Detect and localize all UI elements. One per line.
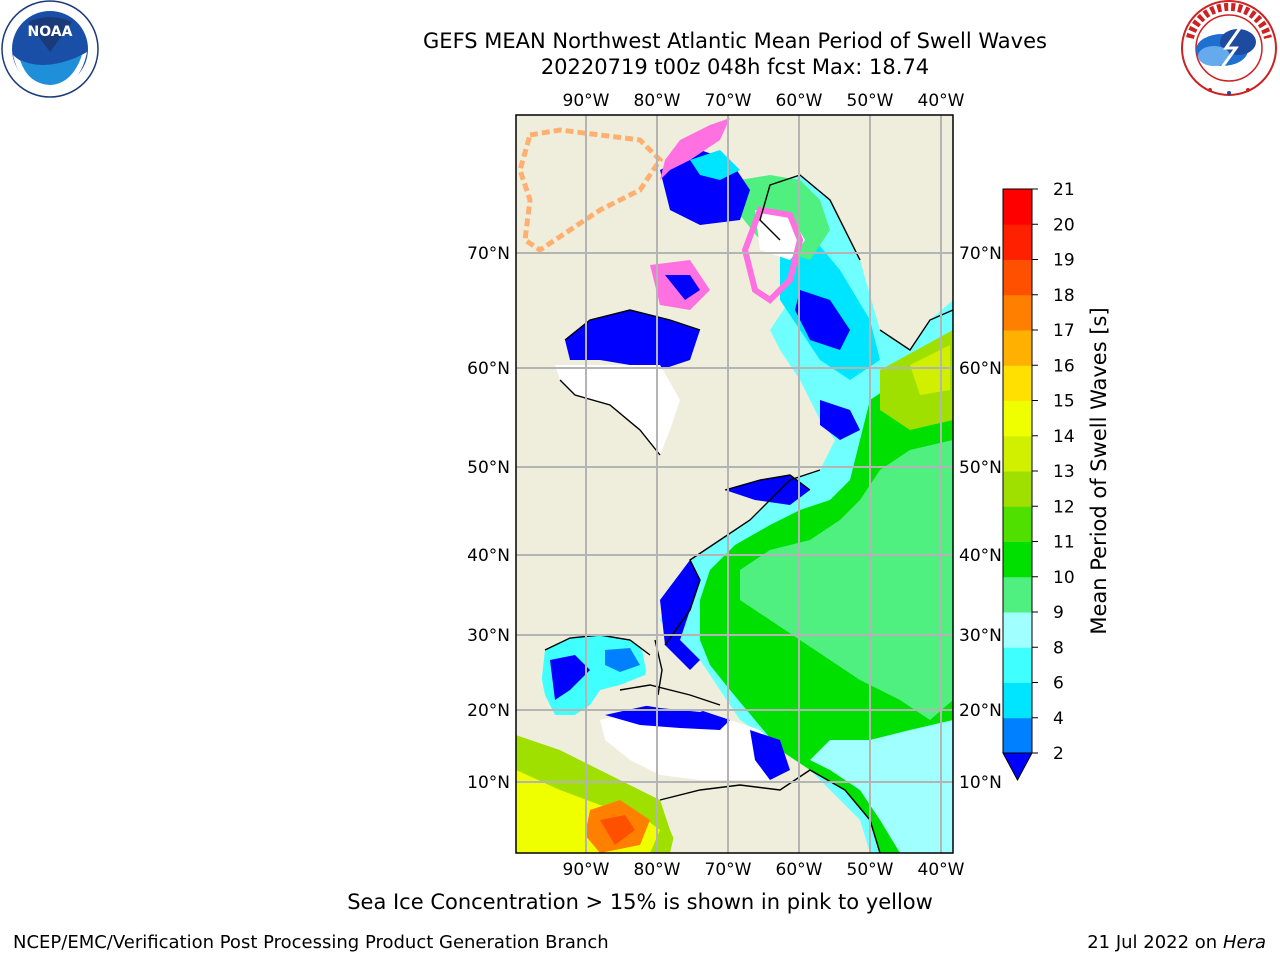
colorbar-tick-label: 14 (1053, 427, 1075, 447)
sea-ice-baffin (660, 118, 730, 180)
sea-ice-west (517, 127, 664, 254)
chart-title: GEFS MEAN Northwest Atlantic Mean Period… (423, 29, 1047, 53)
footer-date-text: 21 Jul 2022 on (1087, 932, 1223, 953)
colorbar-tick-label: 15 (1053, 392, 1075, 412)
colorbar-tick-label: 20 (1053, 215, 1075, 235)
graticule (516, 115, 953, 853)
lat-label: 50°N (467, 458, 510, 478)
caribbean-sea (600, 712, 780, 780)
colorbar-swatch (1003, 294, 1032, 331)
chart-subtitle: 20220719 t00z 048h fcst Max: 18.74 (540, 55, 930, 79)
noaa-logo-text: NOAA (28, 24, 73, 40)
noaa-logo: NOAA (1, 0, 99, 98)
lat-label: 20°N (959, 701, 1002, 721)
lon-label: 50°W (847, 860, 894, 880)
lat-labels-left: 70°N 60°N 50°N 40°N 30°N 20°N 10°N (467, 244, 510, 793)
colorbar-tick-label: 9 (1053, 603, 1064, 623)
lon-labels-bottom: 90°W 80°W 70°W 60°W 50°W 40°W (563, 860, 965, 880)
lon-label: 60°W (776, 91, 823, 111)
colorbar-swatch (1003, 330, 1032, 366)
colorbar-swatch (1003, 576, 1032, 613)
sea-ice-note: Sea Ice Concentration > 15% is shown in … (347, 890, 933, 914)
south-america (660, 785, 870, 853)
lat-label: 60°N (959, 359, 1002, 379)
colorbar-swatch (1003, 647, 1032, 683)
colorbar-tick-label: 18 (1053, 286, 1075, 306)
lon-label: 80°W (634, 91, 681, 111)
colorbar-swatch (1003, 506, 1032, 542)
colorbar-tick-label: 12 (1053, 497, 1075, 517)
colorbar: 2 4 6 8 9 10 11 12 13 14 15 16 17 18 19 20 21 (1002, 180, 1075, 782)
colorbar-tick-label: 8 (1053, 638, 1064, 658)
colorbar-swatch (1003, 612, 1032, 648)
colorbar-swatch (1003, 259, 1032, 296)
colorbar-tick-label: 16 (1053, 356, 1075, 376)
colorbar-tick-label: 4 (1053, 709, 1064, 729)
lat-label: 30°N (959, 626, 1002, 646)
colorbar-swatch (1003, 541, 1032, 578)
colorbar-tick-label: 21 (1053, 180, 1075, 200)
sea-ice-labrador (741, 206, 804, 304)
colorbar-tick-label: 6 (1053, 674, 1064, 694)
colorbar-tick-label: 2 (1053, 744, 1064, 764)
lon-label: 90°W (563, 91, 610, 111)
lat-label: 70°N (959, 244, 1002, 264)
lon-label: 40°W (918, 91, 965, 111)
colorbar-tick-label: 10 (1053, 568, 1075, 588)
nws-logo (1181, 0, 1277, 96)
footer-host: Hera (1222, 932, 1266, 953)
lon-labels-top: 90°W 80°W 70°W 60°W 50°W 40°W (563, 91, 965, 111)
colorbar-extend-arrow (1002, 752, 1033, 782)
lon-label: 80°W (634, 860, 681, 880)
central-america (516, 640, 660, 800)
colorbar-swatch (1003, 682, 1032, 719)
colorbar-swatch (1003, 365, 1032, 401)
colorbar-label: Mean Period of Swell Waves [s] (1087, 307, 1111, 634)
hudson-bay (565, 310, 700, 370)
lat-label: 10°N (959, 773, 1002, 793)
map-area (516, 115, 953, 853)
lat-label: 30°N (467, 626, 510, 646)
colorbar-tick-label: 19 (1053, 251, 1075, 271)
atlantic-lighter-green (740, 440, 953, 720)
footer-date: 21 Jul 2022 on Hera (1087, 932, 1266, 953)
lat-label: 20°N (467, 701, 510, 721)
footer-credit: NCEP/EMC/Verification Post Processing Pr… (13, 932, 609, 953)
lon-label: 70°W (705, 91, 752, 111)
lat-label: 40°N (467, 546, 510, 566)
colorbar-tick-label: 11 (1053, 533, 1075, 553)
colorbar-swatch (1003, 224, 1032, 260)
lat-label: 70°N (467, 244, 510, 264)
colorbar-swatch (1003, 435, 1032, 472)
map-frame (515, 114, 954, 854)
lon-label: 50°W (847, 91, 894, 111)
colorbar-swatch (1003, 471, 1032, 507)
colorbar-swatch (1003, 400, 1032, 437)
lat-labels-right: 70°N 60°N 50°N 40°N 30°N 20°N 10°N (959, 244, 1002, 793)
lon-label: 40°W (918, 860, 965, 880)
lat-label: 50°N (959, 458, 1002, 478)
lon-label: 70°W (705, 860, 752, 880)
colorbar-tick-label: 13 (1053, 462, 1075, 482)
lat-label: 10°N (467, 773, 510, 793)
colorbar-swatch (1003, 717, 1032, 754)
colorbar-tick-label: 17 (1053, 321, 1075, 341)
lon-label: 90°W (563, 860, 610, 880)
lat-label: 60°N (467, 359, 510, 379)
colorbar-swatch (1003, 189, 1032, 225)
lat-label: 40°N (959, 546, 1002, 566)
lon-label: 60°W (776, 860, 823, 880)
